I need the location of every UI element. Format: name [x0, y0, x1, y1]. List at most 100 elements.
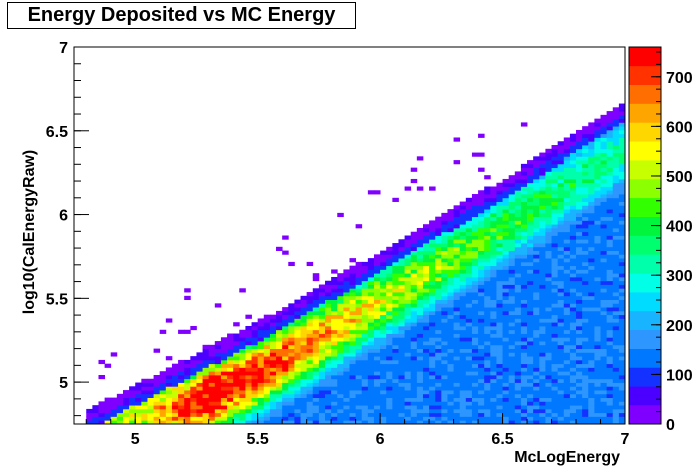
heatmap-cell — [514, 254, 522, 259]
heatmap-cell — [508, 374, 516, 380]
heatmap-cell — [496, 382, 503, 387]
heatmap-cell — [569, 307, 577, 312]
heatmap-cell — [447, 307, 454, 312]
heatmap-cell — [588, 141, 595, 146]
heatmap-cell — [349, 416, 357, 421]
heatmap-cell — [110, 401, 118, 406]
heatmap-cell — [245, 352, 252, 357]
heatmap-cell — [312, 348, 320, 353]
heatmap-cell — [447, 393, 454, 399]
color-scale-swatch — [629, 122, 661, 142]
heatmap-cell — [459, 284, 467, 289]
heatmap-cell — [214, 393, 222, 399]
heatmap-cell — [294, 356, 301, 361]
heatmap-cell — [508, 401, 516, 406]
heatmap-cell — [404, 276, 412, 282]
heatmap-cell — [416, 408, 424, 414]
heatmap-cell — [429, 412, 436, 417]
heatmap-cell — [306, 401, 314, 406]
heatmap-cell — [367, 280, 375, 285]
heatmap-cell — [392, 363, 399, 368]
heatmap-cell — [355, 292, 363, 297]
heatmap-cell — [520, 197, 528, 202]
heatmap-cell — [533, 197, 540, 202]
heatmap-cell — [594, 273, 601, 278]
heatmap-cell — [527, 371, 534, 376]
heatmap-cell — [386, 408, 393, 414]
heatmap-cell — [459, 288, 467, 293]
heatmap-cell — [337, 390, 344, 395]
heatmap-cell — [355, 261, 363, 267]
heatmap-cell — [380, 310, 387, 316]
heatmap-cell — [306, 322, 314, 327]
heatmap-cell — [563, 284, 571, 289]
heatmap-cell — [484, 397, 491, 402]
heatmap-cell — [257, 329, 265, 334]
heatmap-cell — [551, 352, 559, 357]
heatmap-cell — [594, 295, 601, 300]
heatmap-cell — [269, 416, 277, 421]
heatmap-cell — [447, 318, 454, 323]
heatmap-cell — [471, 416, 479, 421]
heatmap-cell — [300, 416, 308, 421]
heatmap-cell — [478, 243, 485, 248]
heatmap-cell — [239, 416, 246, 421]
heatmap-cell — [233, 348, 240, 353]
heatmap-cell — [410, 269, 418, 274]
heatmap-cell — [545, 288, 552, 293]
heatmap-cell — [453, 280, 461, 285]
heatmap-cell — [367, 408, 375, 414]
heatmap-cell — [282, 337, 289, 342]
heatmap-cell — [361, 405, 369, 410]
heatmap-cell — [129, 397, 136, 402]
heatmap-cell — [539, 186, 546, 191]
heatmap-cell — [325, 295, 332, 300]
heatmap-cell — [576, 408, 583, 414]
heatmap-cell — [208, 405, 216, 410]
heatmap-cell — [594, 333, 601, 338]
heatmap-cell — [612, 194, 620, 199]
heatmap-cell — [563, 163, 571, 169]
heatmap-cell — [527, 160, 534, 165]
heatmap-cell — [459, 412, 467, 417]
heatmap-cell — [557, 243, 565, 248]
heatmap-cell — [373, 363, 381, 368]
heatmap-cell — [576, 325, 583, 331]
heatmap-cell — [551, 216, 559, 221]
heatmap-cell — [618, 412, 626, 417]
heatmap-cell — [563, 194, 571, 199]
heatmap-cell — [422, 258, 430, 263]
heatmap-cell — [178, 374, 185, 380]
heatmap-cell — [496, 182, 503, 187]
heatmap-cell — [563, 216, 571, 221]
heatmap-cell — [533, 348, 540, 353]
heatmap-cell — [367, 276, 375, 282]
heatmap-cell — [588, 216, 595, 221]
heatmap-cell — [612, 337, 620, 342]
heatmap-cell — [380, 280, 387, 285]
heatmap-cell — [392, 295, 399, 300]
heatmap-cell — [606, 356, 614, 361]
heatmap-cell — [416, 280, 424, 285]
heatmap-cell — [459, 239, 467, 244]
heatmap-cell — [576, 250, 583, 255]
heatmap-cell — [484, 284, 491, 289]
heatmap-cell — [233, 344, 240, 349]
heatmap-cell — [453, 227, 461, 233]
heatmap-cell — [245, 390, 252, 395]
heatmap-cell — [404, 393, 412, 399]
heatmap-cell — [582, 197, 589, 202]
heatmap-cell — [606, 152, 614, 157]
heatmap-cell — [576, 216, 583, 221]
heatmap-cell — [441, 295, 448, 300]
heatmap-cell — [135, 397, 142, 402]
heatmap-cell — [386, 401, 393, 406]
heatmap-cell — [288, 382, 295, 387]
heatmap-cell — [465, 231, 473, 236]
heatmap-cell — [618, 167, 626, 172]
heatmap-cell — [337, 314, 344, 319]
heatmap-cell — [594, 235, 601, 240]
heatmap-cell — [582, 137, 589, 142]
heatmap-cell — [288, 420, 295, 425]
heatmap-cell — [551, 299, 559, 304]
